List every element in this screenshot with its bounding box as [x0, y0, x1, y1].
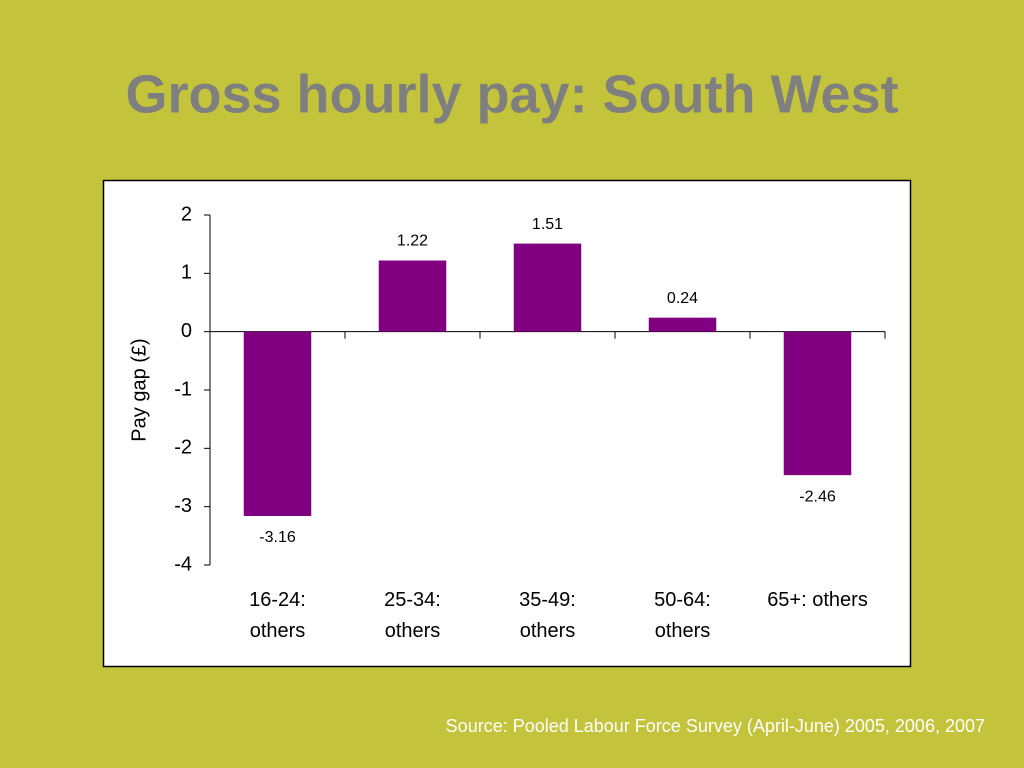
x-tick-label: 16-24: others: [249, 589, 306, 642]
y-tick-label: 0: [181, 320, 192, 342]
bar: [648, 317, 717, 332]
x-tick-label: 35-49: others: [519, 589, 576, 642]
y-tick-label: -4: [174, 553, 192, 575]
value-label: -3.16: [259, 529, 296, 546]
y-tick-label: 1: [181, 262, 192, 284]
bar: [243, 331, 312, 516]
y-tick-label: -1: [174, 378, 192, 400]
value-label: 1.51: [532, 216, 563, 233]
y-tick-label: -3: [174, 495, 192, 517]
value-label: -2.46: [799, 488, 836, 505]
source-note: Source: Pooled Labour Force Survey (Apri…: [446, 716, 985, 736]
y-tick-label: 2: [181, 203, 192, 225]
bar: [378, 260, 447, 332]
x-tick-label-box: 25-34: others: [384, 589, 441, 642]
x-tick-label: 25-34: others: [384, 589, 441, 642]
value-label: 0.24: [667, 290, 698, 307]
x-tick-label-box: 50-64: others: [654, 589, 711, 642]
y-tick-label: -2: [174, 437, 192, 459]
bar: [783, 331, 852, 476]
chart-frame: [102, 179, 912, 668]
x-tick-label-box: 65+: others: [767, 589, 868, 611]
value-label: 1.22: [397, 233, 428, 250]
x-tick-label: 50-64: others: [654, 589, 711, 642]
bar: [513, 243, 582, 332]
x-tick-label-box: 35-49: others: [519, 589, 576, 642]
y-axis-label: Pay gap (£): [128, 338, 150, 441]
x-tick-label: 65+: others: [767, 589, 868, 611]
chart-title: Gross hourly pay: South West: [125, 64, 898, 124]
x-tick-label-box: 16-24: others: [249, 589, 306, 642]
